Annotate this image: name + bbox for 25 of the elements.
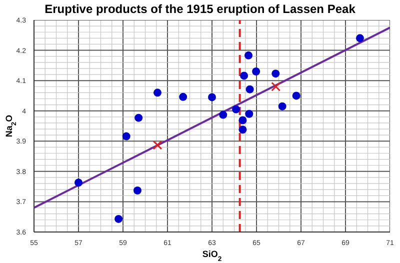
point <box>153 88 162 97</box>
point <box>246 85 254 94</box>
point <box>179 92 188 101</box>
point <box>278 102 286 110</box>
point <box>219 110 228 119</box>
point <box>133 186 142 195</box>
point <box>244 51 252 60</box>
point <box>271 82 281 92</box>
point <box>134 114 143 122</box>
point <box>238 116 247 124</box>
chart-title: Eruptive products of the 1915 eruption of Lassen Peak <box>44 2 356 16</box>
point <box>152 140 162 150</box>
point <box>356 34 364 42</box>
point <box>245 110 254 118</box>
point <box>272 70 280 78</box>
point <box>208 93 216 102</box>
point <box>122 132 130 140</box>
point <box>74 178 82 187</box>
point <box>232 105 240 114</box>
point <box>292 92 300 100</box>
point <box>114 214 123 223</box>
point <box>252 67 260 76</box>
x-axis-title: SiO$_{2}$ <box>202 249 222 262</box>
point <box>238 126 247 134</box>
point <box>240 72 248 80</box>
